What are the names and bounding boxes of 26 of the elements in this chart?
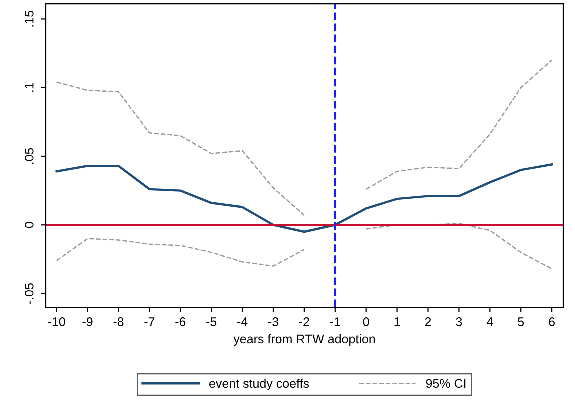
x-tick-label: -2 [299, 318, 310, 326]
y-tick-label: 0 [24, 222, 34, 228]
legend-label: 95% CI [426, 379, 466, 388]
y-tick-label: .05 [24, 148, 34, 164]
x-tick-label: -10 [48, 318, 66, 326]
x-tick-label: 0 [363, 318, 370, 326]
legend-label: event study coeffs [210, 378, 310, 391]
line-series [56, 164, 554, 234]
y-tick-label: -.05 [24, 284, 34, 304]
x-tick-label: 5 [518, 318, 524, 326]
x-tick-label: -4 [238, 318, 248, 326]
x-tick-label: 6 [549, 318, 555, 326]
x-tick-label: 1 [394, 318, 400, 326]
y-tick-label: .15 [25, 11, 34, 27]
y-tick-label: .1 [25, 83, 34, 92]
x-tick-label: -9 [82, 318, 93, 326]
x-tick-label: -1 [330, 318, 340, 326]
x-tick-label: 3 [456, 318, 462, 326]
x-tick-label: 2 [425, 318, 432, 326]
x-tick-label: -8 [114, 318, 124, 326]
x-tick-label: -6 [176, 318, 186, 326]
x-tick-label: 4 [486, 318, 494, 326]
x-axis-title: years from RTW adoption [234, 334, 376, 346]
x-tick-label: -5 [206, 318, 217, 326]
x-tick-label: -3 [268, 318, 278, 326]
x-tick-label: -7 [144, 318, 155, 326]
